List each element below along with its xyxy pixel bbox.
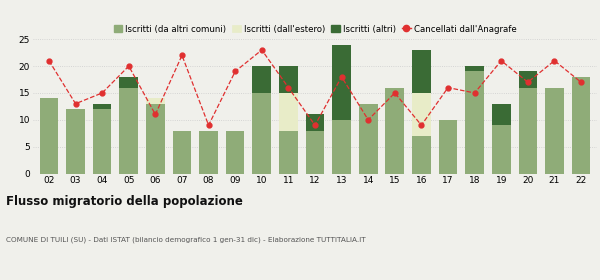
Bar [226,130,245,174]
Bar [93,104,112,109]
Bar [412,136,431,174]
Text: Flusso migratorio della popolazione: Flusso migratorio della popolazione [6,195,243,207]
Bar [305,130,325,174]
Bar [492,104,511,125]
Bar [253,66,271,93]
Bar [385,88,404,174]
Legend: Iscritti (da altri comuni), Iscritti (dall'estero), Iscritti (altri), Cancellati: Iscritti (da altri comuni), Iscritti (da… [114,25,516,34]
Bar [146,104,164,174]
Bar [466,66,484,71]
Bar [40,98,58,174]
Bar [173,130,191,174]
Bar [412,93,431,136]
Bar [332,120,351,174]
Bar [439,120,457,174]
Bar [279,66,298,93]
Bar [119,88,138,174]
Text: COMUNE DI TUILI (SU) - Dati ISTAT (bilancio demografico 1 gen-31 dic) - Elaboraz: COMUNE DI TUILI (SU) - Dati ISTAT (bilan… [6,237,365,243]
Bar [93,109,112,174]
Bar [305,115,325,130]
Bar [359,104,377,174]
Bar [279,130,298,174]
Bar [119,77,138,88]
Bar [518,88,537,174]
Bar [253,93,271,174]
Bar [146,98,164,104]
Bar [332,45,351,120]
Bar [545,88,564,174]
Bar [518,71,537,88]
Bar [492,125,511,174]
Bar [66,109,85,174]
Bar [412,50,431,93]
Bar [279,93,298,130]
Bar [466,71,484,174]
Bar [199,130,218,174]
Bar [572,77,590,174]
